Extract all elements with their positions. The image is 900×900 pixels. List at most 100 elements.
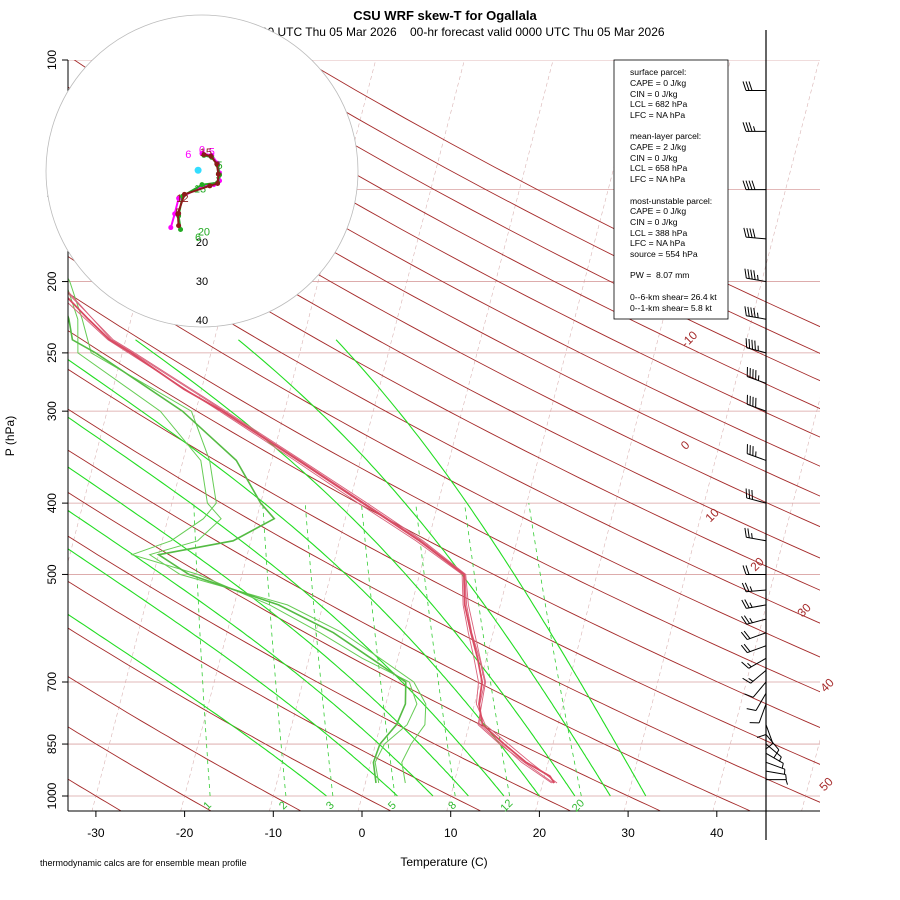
wind-barb-staff [765,743,782,758]
shear-0-6km: 0--6-km shear= 26.4 kt [630,292,717,302]
dry-adiabat-line [68,330,820,728]
wind-barb-feather [754,340,756,351]
mean-layer-cape: CAPE = 2 J/kg [630,142,686,152]
wind-barb-feather [744,599,750,609]
hodograph-height-label: 15 [200,147,212,159]
hodograph-height-label: 6 [185,149,191,161]
moist-adiabat-line [68,613,327,797]
wind-barb-half-feather [748,678,754,682]
isotherm-line [357,60,554,811]
hodograph-height-label: 0 [199,144,205,156]
wind-barb-staff [746,618,767,625]
wind-barb-staff [747,376,767,384]
wind-barb-feather [740,631,748,640]
dry-adiabat-line [68,449,752,811]
wind-barb-staff [746,315,767,320]
temperature-ticks: -30 -20 -10 0 10 20 30 40 [87,811,724,840]
wind-barb-feather [756,734,767,739]
wind-barb [741,615,767,625]
wind-barb-half-feather [757,274,759,281]
hodograph-point [215,180,221,186]
wind-barb [742,180,766,191]
wind-barb [744,268,767,283]
hodograph: 203040056591320615125 [45,14,359,328]
wind-barb [745,488,767,504]
hodograph-height-label: 5 [209,146,215,158]
moist-adiabat-line [135,339,576,797]
pressure-tick-label: 850 [45,734,59,754]
moist-adiabat-line [68,548,398,797]
wind-barb [765,743,782,762]
dry-adiabat-line [68,118,820,528]
wind-barb [746,394,767,412]
temperature-tick-label: -20 [176,826,194,840]
dry-adiabat-line [73,60,820,467]
wind-barb-staff [747,645,767,654]
wind-barb-staff [746,277,767,283]
hodograph-ring-label: 30 [196,276,208,288]
wind-barb-feather [745,565,750,575]
dry-adiabat-line [257,60,820,354]
hodograph-point [208,153,214,159]
wind-barb [740,630,767,641]
wind-barb-staff [765,752,784,764]
surface-lfc: LFC = NA hPa [630,110,685,120]
wind-barb-feather [746,708,757,712]
wind-barb [756,714,767,739]
dry-adiabat-line [119,60,820,438]
hodograph-height-label: 12 [176,193,188,205]
wind-barb-feather [744,527,747,538]
temperature-member-line [68,302,558,784]
wind-barb [744,681,767,698]
wind-barb-half-feather [749,602,753,608]
wind-barb-half-feather [778,756,782,762]
dewpoint-mean-line [68,313,407,784]
wind-barb-staff [748,657,767,669]
temperature-tick-label: 10 [444,826,458,840]
mixing-ratio-line [415,503,456,797]
wind-barb-half-feather [757,312,759,318]
hodograph-ring-label: 20 [196,237,208,249]
hodograph-height-label: 5 [176,207,182,219]
chart-title: CSU WRF skew-T for Ogallala [353,8,537,23]
wind-barb-staff [747,403,767,412]
wind-barb-staff [746,347,767,354]
wind-barb-feather [744,693,754,698]
pressure-tick-label: 1000 [45,782,59,809]
moist-adiabat-line [68,509,434,797]
hodograph-point [175,211,181,217]
wind-barb-feather [750,307,753,317]
wind-barb-feather [752,228,756,239]
wind-barb [765,761,786,775]
isotherm-line [535,60,731,811]
wind-barb-feather [741,616,748,625]
dry-adiabat-line [68,368,820,765]
wind-barb-feather [745,122,750,132]
info-box-frame [613,59,729,320]
moist-adiabat-line [335,339,647,797]
hodograph-storm-motion [194,166,202,174]
pressure-tick-label: 100 [45,50,59,70]
wind-barb [741,582,767,593]
surface-lcl: LCL = 682 hPa [630,99,687,109]
wind-barb-half-feather [749,586,753,592]
temperature-tick-label: 0 [359,826,366,840]
wind-barb-feather [747,306,750,317]
wind-barb-feather [745,81,750,91]
pressure-tick-label: 700 [45,672,59,692]
wind-barb-staff [746,236,767,240]
wind-barb [765,770,787,780]
wind-barb-feather [765,743,774,750]
wind-barb [749,703,767,724]
hodograph-point [176,195,182,201]
surface-cin: CIN = 0 J/kg [630,89,678,99]
mean-layer-parcel-title: mean-layer parcel: [630,131,701,141]
hodograph-point [199,182,205,188]
wind-barb-staff [746,536,767,542]
dry-adiabat-line [68,86,820,497]
hodograph-height-label: 5 [216,160,222,172]
wind-barb-staff [747,632,767,641]
mixing-ratio-line [304,503,334,797]
moist-adiabat-line [68,416,505,797]
wind-barb-feather [743,630,751,639]
